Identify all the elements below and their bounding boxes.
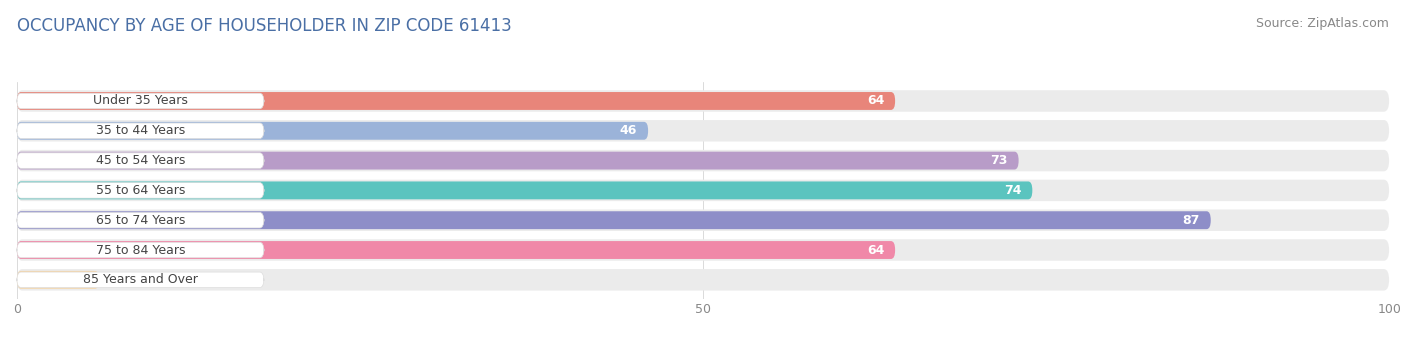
Text: 85 Years and Over: 85 Years and Over xyxy=(83,273,198,286)
Text: 64: 64 xyxy=(866,95,884,107)
FancyBboxPatch shape xyxy=(17,242,264,258)
Text: Under 35 Years: Under 35 Years xyxy=(93,95,188,107)
Text: Source: ZipAtlas.com: Source: ZipAtlas.com xyxy=(1256,17,1389,30)
Text: 74: 74 xyxy=(1004,184,1021,197)
Text: 65 to 74 Years: 65 to 74 Years xyxy=(96,214,186,227)
Text: 87: 87 xyxy=(1182,214,1199,227)
Text: 45 to 54 Years: 45 to 54 Years xyxy=(96,154,186,167)
FancyBboxPatch shape xyxy=(17,93,264,109)
FancyBboxPatch shape xyxy=(17,211,1211,229)
Text: 46: 46 xyxy=(620,124,637,137)
FancyBboxPatch shape xyxy=(17,153,264,168)
Text: 35 to 44 Years: 35 to 44 Years xyxy=(96,124,186,137)
FancyBboxPatch shape xyxy=(17,120,1389,141)
FancyBboxPatch shape xyxy=(17,90,1389,112)
FancyBboxPatch shape xyxy=(17,209,1389,231)
FancyBboxPatch shape xyxy=(17,92,896,110)
FancyBboxPatch shape xyxy=(17,272,264,288)
FancyBboxPatch shape xyxy=(17,122,648,140)
FancyBboxPatch shape xyxy=(17,150,1389,171)
FancyBboxPatch shape xyxy=(17,212,264,228)
FancyBboxPatch shape xyxy=(17,182,1032,199)
Text: OCCUPANCY BY AGE OF HOUSEHOLDER IN ZIP CODE 61413: OCCUPANCY BY AGE OF HOUSEHOLDER IN ZIP C… xyxy=(17,17,512,35)
FancyBboxPatch shape xyxy=(17,239,1389,261)
Text: 73: 73 xyxy=(990,154,1008,167)
FancyBboxPatch shape xyxy=(17,152,1018,170)
FancyBboxPatch shape xyxy=(17,269,1389,291)
Text: 64: 64 xyxy=(866,243,884,256)
Text: 55 to 64 Years: 55 to 64 Years xyxy=(96,184,186,197)
Text: 6: 6 xyxy=(120,273,128,286)
FancyBboxPatch shape xyxy=(17,180,1389,201)
FancyBboxPatch shape xyxy=(17,271,100,289)
FancyBboxPatch shape xyxy=(17,123,264,138)
Text: 75 to 84 Years: 75 to 84 Years xyxy=(96,243,186,256)
FancyBboxPatch shape xyxy=(17,183,264,198)
FancyBboxPatch shape xyxy=(17,241,896,259)
